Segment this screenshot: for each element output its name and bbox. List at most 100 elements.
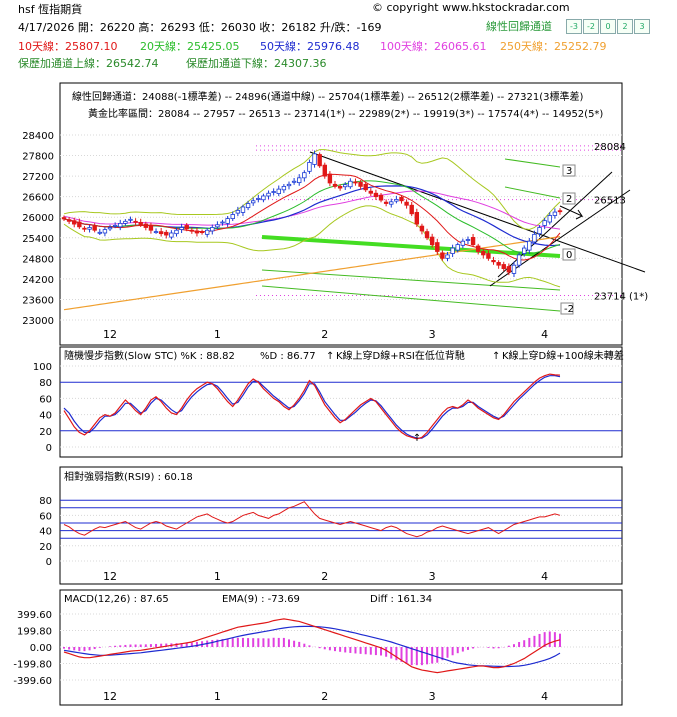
price-ytick-label: 25400 <box>22 234 54 245</box>
channel-button-m2[interactable]: -2 <box>583 19 599 34</box>
candle-body <box>522 247 527 254</box>
candle-body <box>174 229 179 235</box>
candle-body <box>511 264 517 274</box>
stc-ytick-label: 0 <box>46 443 52 454</box>
price-ytick-label: 26600 <box>22 193 54 204</box>
bollinger-lower-line <box>63 205 561 288</box>
channel-button-3[interactable]: 3 <box>634 19 650 34</box>
candle-body <box>435 242 440 252</box>
candle-body <box>532 233 537 243</box>
candle-body <box>194 230 200 234</box>
rsi-xtick-label: 2 <box>321 570 328 583</box>
ma100-label: 100天線：26065.61 <box>380 40 487 53</box>
candle-body <box>271 191 276 193</box>
candle-body <box>399 196 404 202</box>
candle-body <box>112 225 118 227</box>
candle-body <box>383 201 389 204</box>
candle-body <box>199 231 205 234</box>
regression-line-2 <box>504 186 561 199</box>
candle-body <box>107 227 113 230</box>
macd-title: MACD(12,26) : 87.65 <box>64 594 169 605</box>
ma10-label: 10天線：25807.10 <box>18 40 118 53</box>
candle-body <box>394 199 399 202</box>
stc-up-arrow2-icon: ↑ <box>492 351 500 362</box>
candle-body <box>143 223 149 228</box>
macd-xtick-label: 12 <box>103 690 117 703</box>
price-ytick-label: 24800 <box>22 254 54 265</box>
stc-k-line <box>63 373 561 440</box>
price-ytick-label: 26000 <box>22 213 54 224</box>
candle-body <box>419 225 425 232</box>
channel-button-0[interactable]: 0 <box>600 19 616 34</box>
candle-body <box>348 180 353 188</box>
candle-body <box>169 232 174 238</box>
candle-body <box>312 153 317 165</box>
price-xtick-label: 3 <box>429 328 436 341</box>
candle-body <box>327 173 333 184</box>
candle-body <box>82 227 87 230</box>
rsi-title: 相對強弱指數(RSI9) : 60.18 <box>64 470 193 483</box>
candle-body <box>547 215 552 223</box>
candle-body <box>460 240 466 246</box>
channel-button-2[interactable]: 2 <box>617 19 633 34</box>
candle-body <box>404 201 409 206</box>
ma50-line <box>63 185 561 247</box>
price-ytick-label: 23000 <box>22 316 54 327</box>
candle-body <box>210 227 215 232</box>
candle-body <box>250 200 256 204</box>
candle-body <box>256 197 261 200</box>
candle-body <box>455 244 460 251</box>
macd-xtick-label: 1 <box>214 690 221 703</box>
ema-title: EMA(9) : -73.69 <box>222 594 300 605</box>
price-ytick-label: 24200 <box>22 275 54 286</box>
rsi-ytick-label: 40 <box>39 527 52 538</box>
candle-body <box>87 227 92 230</box>
candle-body <box>353 181 358 184</box>
candle-body <box>204 229 210 235</box>
candle-body <box>516 254 522 266</box>
rsi-ytick-label: 60 <box>39 511 52 522</box>
candle-body <box>440 252 445 259</box>
rsi-ytick-label: 0 <box>46 557 52 568</box>
candle-body <box>552 211 558 216</box>
fib-label: 23714 (1*) <box>594 292 648 303</box>
regression-line-minus2 <box>261 285 561 312</box>
candle-body <box>409 204 414 215</box>
fib-label: 26513 <box>594 196 626 207</box>
channel-tag-label: 0 <box>566 250 572 261</box>
candle-body <box>317 154 322 167</box>
bollinger-lower-label: 保歷加通道下線：24307.36 <box>186 57 327 70</box>
macd-ytick-label: 0.00 <box>30 643 52 654</box>
channel-tag-label: -2 <box>564 304 574 315</box>
macd-ytick-label: -399.60 <box>13 676 52 687</box>
candle-body <box>373 192 379 198</box>
ma250-label: 250天線：25252.79 <box>500 40 607 53</box>
ma250-line <box>63 236 561 311</box>
candle-body <box>97 231 102 234</box>
candle-body <box>337 185 343 189</box>
candle-body <box>527 240 532 251</box>
stc-note1: K線上穿D線+RSI在低位背馳 <box>336 349 465 362</box>
candle-body <box>66 219 72 222</box>
candle-body <box>291 180 297 183</box>
candle-body <box>92 225 97 231</box>
ma20-label: 20天線：25425.05 <box>140 40 240 53</box>
candle-body <box>261 195 266 201</box>
candle-body <box>307 162 312 172</box>
candle-body <box>164 231 169 236</box>
rsi-line <box>63 501 561 538</box>
stc-ytick-label: 80 <box>39 378 52 389</box>
stc-ytick-label: 20 <box>39 427 52 438</box>
price-xtick-label: 1 <box>214 328 221 341</box>
candle-body <box>501 264 506 270</box>
stc-note2: K線上穿D線+100線未轉差 <box>502 349 624 362</box>
candle-body <box>148 225 154 231</box>
candle-body <box>235 209 241 214</box>
price-ytick-label: 27200 <box>22 172 54 183</box>
candle-body <box>496 262 501 266</box>
channel-button-m3[interactable]: -3 <box>566 19 582 34</box>
price-xtick-label: 4 <box>541 328 548 341</box>
candle-body <box>266 192 271 197</box>
candle-body <box>286 183 292 187</box>
stc-signal-arrow-icon: ↑ <box>413 433 421 444</box>
